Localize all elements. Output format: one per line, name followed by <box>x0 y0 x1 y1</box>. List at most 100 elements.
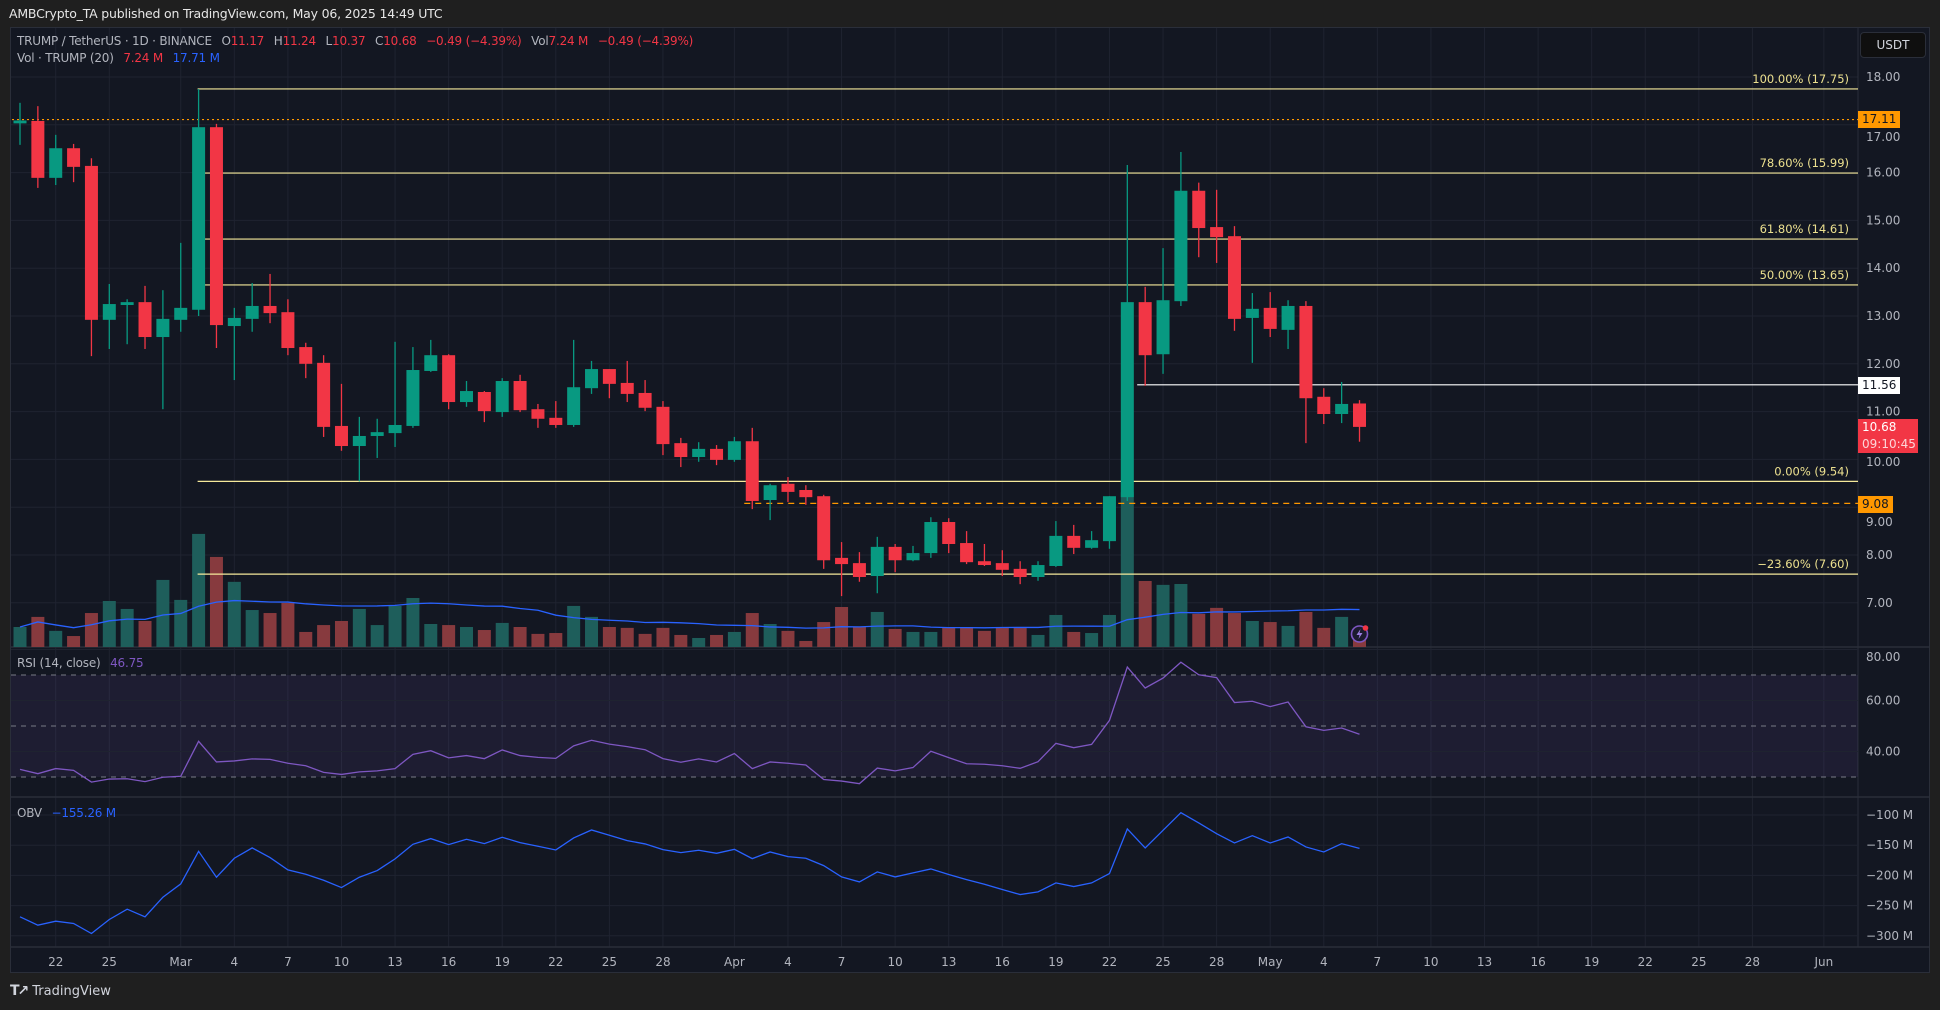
candle-body <box>1281 305 1295 330</box>
time-axis-label: 22 <box>1102 955 1117 969</box>
time-axis-label: 19 <box>1584 955 1599 969</box>
obv-title[interactable]: OBV <box>17 806 42 820</box>
volume-bar <box>638 633 652 647</box>
time-axis-label: 16 <box>995 955 1010 969</box>
candle-body <box>799 489 813 498</box>
candle-body <box>1299 305 1313 399</box>
candle-body <box>906 553 920 561</box>
volume-bar <box>727 631 741 647</box>
candle-body <box>102 304 116 320</box>
price-axis-label: 8.00 <box>1866 548 1893 562</box>
volume-bar <box>745 613 759 647</box>
time-axis-label: 13 <box>941 955 956 969</box>
candle-body <box>977 561 991 566</box>
candle-body <box>138 302 152 338</box>
currency-button[interactable]: USDT <box>1860 32 1926 58</box>
time-axis-label: 25 <box>1155 955 1170 969</box>
candle-body <box>1245 308 1259 318</box>
price-axis-label: 13.00 <box>1866 309 1900 323</box>
volume-bar <box>1031 634 1045 647</box>
volume-bar <box>263 613 277 647</box>
volume-bar <box>102 600 116 647</box>
fib-level-label: 50.00% (13.65) <box>1760 268 1849 282</box>
hline-price-badge-9-08: 9.08 <box>1858 496 1893 513</box>
price-axis-label: 7.00 <box>1866 596 1893 610</box>
candle-body <box>1013 568 1027 577</box>
candle-body <box>1120 302 1134 498</box>
volume-bar <box>174 599 188 647</box>
candle-body <box>281 312 295 349</box>
vol-value: 7.24 M <box>548 34 589 48</box>
volume-bar <box>995 627 1009 647</box>
volume-bar <box>138 620 152 647</box>
candle-body <box>156 318 170 338</box>
obv-legend[interactable]: OBV −155.26 M <box>17 806 122 820</box>
volume-indicator-title[interactable]: Vol · TRUMP (20) <box>17 51 114 65</box>
candle-body <box>1317 396 1331 414</box>
high-label: H <box>273 34 283 48</box>
volume-bar <box>67 636 81 647</box>
candle-body <box>531 409 545 419</box>
volume-bar <box>620 627 634 647</box>
close-value: 10.68 <box>383 34 417 48</box>
rsi-title[interactable]: RSI (14, close) <box>17 656 101 670</box>
candle-body <box>192 127 206 310</box>
candle-body <box>638 392 652 408</box>
time-axis-label: May <box>1258 955 1283 969</box>
volume-bar <box>352 608 366 647</box>
time-axis-label: 4 <box>1320 955 1328 969</box>
candle-body <box>442 355 456 403</box>
volume-bar <box>656 627 670 647</box>
last-price-badge: 10.68 09:10:45 <box>1858 419 1918 453</box>
symbol-legend[interactable]: TRUMP / TetherUS · 1D · BINANCE O11.17 H… <box>17 34 699 48</box>
volume-bar <box>942 627 956 647</box>
volume-bar <box>977 630 991 647</box>
candle-body <box>995 563 1009 570</box>
time-axis-label: Mar <box>169 955 192 969</box>
candle-body <box>942 522 956 545</box>
candle-body <box>710 448 724 460</box>
symbol-title[interactable]: TRUMP / TetherUS · 1D · BINANCE <box>17 34 212 48</box>
rsi-legend[interactable]: RSI (14, close) 46.75 <box>17 656 149 670</box>
time-axis-label: 22 <box>1638 955 1653 969</box>
tradingview-logo[interactable]: T↗ TradingView <box>10 983 111 999</box>
candle-body <box>1210 227 1224 238</box>
time-axis-label: 16 <box>1530 955 1545 969</box>
volume-bar <box>888 628 902 647</box>
volume-bar <box>549 633 563 647</box>
volume-bar <box>817 622 831 647</box>
volume-bar <box>424 623 438 647</box>
volume-bar <box>531 633 545 647</box>
candle-body <box>263 305 277 314</box>
fib-level-label: 100.00% (17.75) <box>1752 72 1849 86</box>
volume-legend[interactable]: Vol · TRUMP (20) 7.24 M 17.71 M <box>17 51 226 65</box>
fib-level-label: 0.00% (9.54) <box>1774 464 1849 478</box>
candle-body <box>424 355 438 371</box>
candle-body <box>727 441 741 460</box>
volume-bar <box>692 637 706 647</box>
volume-bar <box>924 631 938 647</box>
obv-axis-label: −250 M <box>1866 899 1913 913</box>
candle-body <box>120 302 134 306</box>
volume-bar <box>460 627 473 647</box>
fib-level-label: 78.60% (15.99) <box>1760 156 1849 170</box>
volume-bar <box>513 627 527 647</box>
time-axis-label: 22 <box>548 955 563 969</box>
volume-bar <box>245 610 259 647</box>
candle-body <box>1174 190 1188 302</box>
volume-bar <box>299 631 313 647</box>
obv-axis-label: −300 M <box>1866 929 1913 943</box>
rsi-line <box>19 661 1360 785</box>
obv-axis-label: −200 M <box>1866 868 1913 882</box>
time-axis-label: 7 <box>284 955 292 969</box>
price-axis-label: 12.00 <box>1866 357 1900 371</box>
volume-bar <box>227 581 241 647</box>
volume-bar <box>49 630 63 647</box>
candle-body <box>513 381 527 411</box>
candle-body <box>1031 565 1045 577</box>
time-axis-label: 25 <box>1691 955 1706 969</box>
volume-bar <box>1245 620 1259 647</box>
candle-body <box>674 443 688 458</box>
low-label: L <box>325 34 333 48</box>
